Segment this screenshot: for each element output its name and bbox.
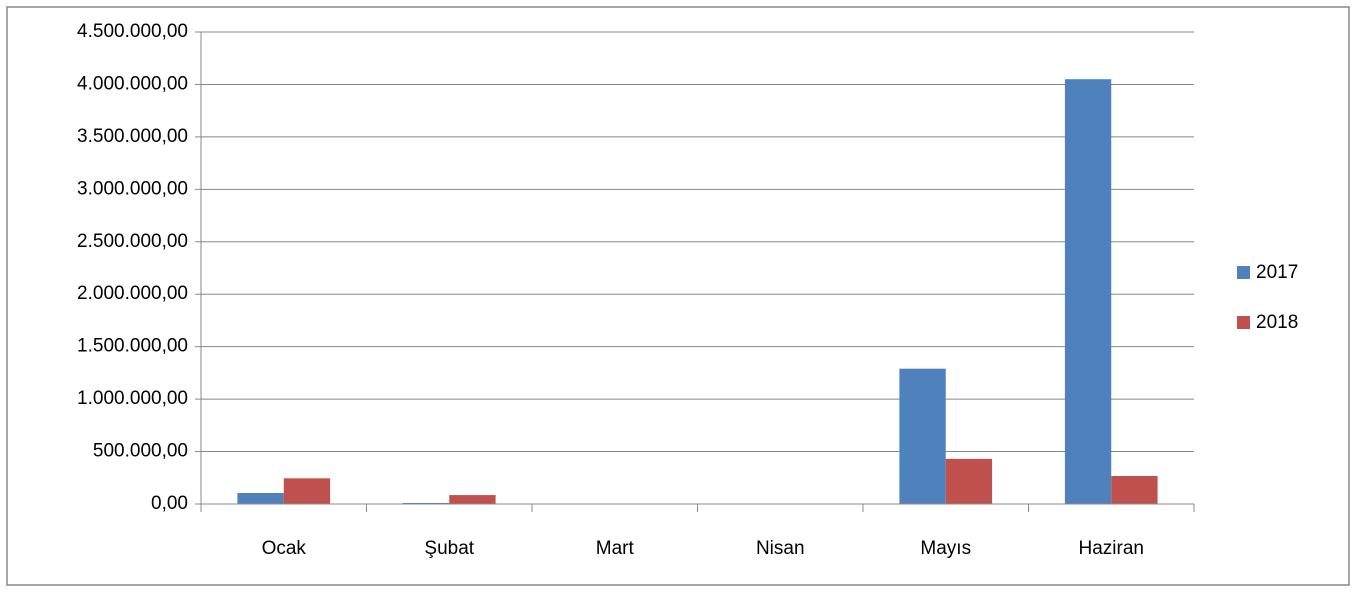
y-tick-label: 1.000.000,00 <box>77 388 188 409</box>
y-tick-label: 3.500.000,00 <box>77 126 188 147</box>
x-tick-label: Şubat <box>424 538 474 559</box>
x-tick-label: Haziran <box>1079 538 1144 559</box>
x-tick-label: Mart <box>596 538 635 559</box>
y-tick-label: 0,00 <box>151 493 188 514</box>
y-tick-label: 1.500.000,00 <box>77 336 188 357</box>
y-tick-label: 4.000.000,00 <box>77 73 188 94</box>
x-tick-label: Ocak <box>262 538 307 559</box>
bar <box>237 493 283 504</box>
x-tick-label: Nisan <box>756 538 805 559</box>
legend-label: 2018 <box>1256 312 1298 333</box>
y-tick-label: 500.000,00 <box>93 441 188 462</box>
bar <box>899 369 945 504</box>
bar <box>946 459 992 504</box>
y-tick-label: 4.500.000,00 <box>77 21 188 42</box>
bar <box>1065 79 1111 504</box>
legend-swatch <box>1237 316 1250 329</box>
y-tick-label: 2.000.000,00 <box>77 283 188 304</box>
legend-label: 2017 <box>1256 262 1298 283</box>
legend-swatch <box>1237 266 1250 279</box>
y-tick-label: 2.500.000,00 <box>77 231 188 252</box>
bar <box>284 478 330 504</box>
x-tick-label: Mayıs <box>920 538 971 559</box>
y-tick-label: 3.000.000,00 <box>77 178 188 199</box>
bar <box>1111 476 1157 504</box>
bar <box>449 495 495 504</box>
